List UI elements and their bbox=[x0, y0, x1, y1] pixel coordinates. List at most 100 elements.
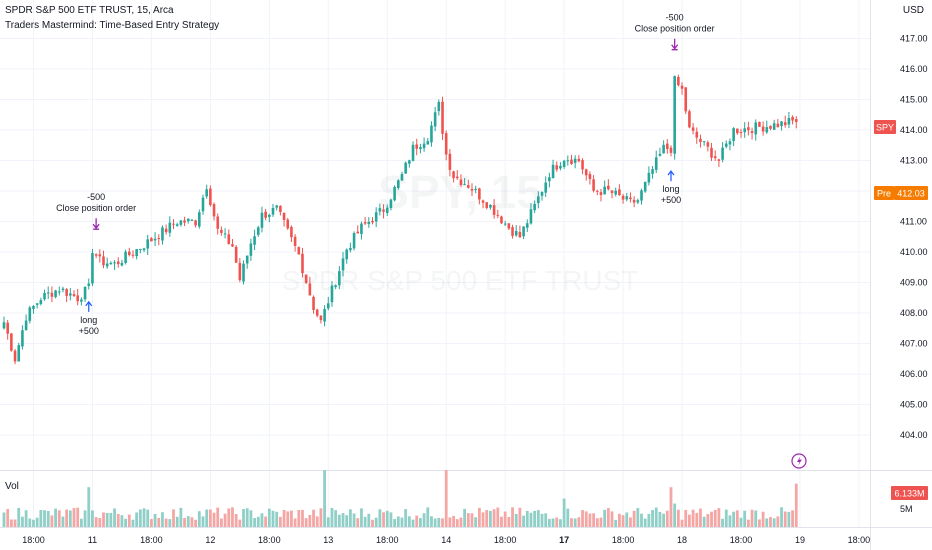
candle bbox=[356, 225, 360, 234]
volume-bar bbox=[312, 509, 315, 527]
candle bbox=[467, 179, 470, 189]
candle bbox=[139, 248, 142, 254]
candle-body bbox=[378, 208, 382, 212]
candle-body bbox=[717, 159, 721, 161]
candle-body bbox=[120, 262, 124, 266]
candle-body bbox=[87, 283, 91, 286]
candle-body bbox=[688, 111, 691, 128]
strategy-title[interactable]: Traders Mastermind: Time-Based Entry Str… bbox=[5, 20, 220, 31]
volume-bar bbox=[606, 507, 610, 527]
volume-bar bbox=[179, 507, 183, 527]
candle bbox=[540, 191, 544, 201]
volume-bar bbox=[109, 512, 113, 527]
time-axis[interactable]: 18:00 11 18:00 12 18:00 13 18:00 14 18:00 17 18:00… bbox=[22, 535, 870, 545]
volume-bar bbox=[632, 510, 636, 527]
candle bbox=[150, 237, 153, 242]
candle bbox=[231, 239, 234, 248]
candle bbox=[647, 166, 651, 186]
volume-bar bbox=[28, 518, 32, 527]
volume-bar bbox=[547, 518, 551, 527]
candle bbox=[61, 286, 65, 293]
volume-bar bbox=[735, 510, 739, 527]
candle bbox=[87, 278, 91, 290]
candle bbox=[614, 187, 618, 197]
candle bbox=[662, 140, 665, 154]
candle bbox=[135, 249, 138, 260]
candle bbox=[334, 284, 337, 290]
candle-body bbox=[249, 243, 253, 256]
volume-bar bbox=[256, 516, 260, 527]
volume-bar bbox=[131, 519, 135, 527]
candle-body bbox=[772, 123, 776, 130]
candle-body bbox=[109, 262, 113, 265]
candle-body bbox=[356, 231, 360, 234]
candle-body bbox=[794, 119, 798, 122]
volume-bar bbox=[654, 507, 658, 527]
entry-qty: +500 bbox=[79, 326, 99, 336]
candle-body bbox=[282, 212, 286, 220]
watermark: SPY, 15 SPDR S&P 500 ETF TRUST bbox=[282, 166, 639, 296]
volume-bar bbox=[419, 518, 422, 527]
volume-bar bbox=[374, 517, 378, 527]
candle-body bbox=[437, 101, 441, 112]
candle bbox=[282, 212, 286, 227]
candle bbox=[326, 296, 330, 311]
candle bbox=[161, 225, 164, 245]
candle-body bbox=[680, 85, 684, 89]
candle bbox=[529, 203, 533, 225]
candle bbox=[249, 238, 253, 261]
candle-body bbox=[691, 127, 695, 131]
candle bbox=[577, 155, 581, 163]
volume-bar bbox=[35, 517, 39, 527]
candle-body bbox=[323, 308, 326, 322]
volume-bar bbox=[724, 509, 728, 527]
price-tick-label: 417.00 bbox=[900, 34, 928, 44]
candle-body bbox=[17, 345, 21, 362]
candle bbox=[780, 121, 783, 131]
time-tick-label: 18:00 bbox=[730, 535, 753, 545]
last-price-label: SPY bbox=[876, 123, 894, 133]
candle-body bbox=[754, 122, 758, 135]
candle-body bbox=[577, 158, 581, 162]
volume-bar bbox=[220, 518, 223, 527]
volume-bar bbox=[562, 498, 566, 527]
candle bbox=[279, 205, 282, 216]
volume-bar bbox=[551, 518, 555, 527]
volume-bar bbox=[570, 518, 573, 527]
replay-bolt-button[interactable] bbox=[791, 453, 807, 469]
candle bbox=[584, 168, 588, 181]
candle bbox=[256, 225, 260, 237]
candle-body bbox=[43, 292, 46, 300]
candle bbox=[695, 127, 699, 144]
candle bbox=[573, 155, 577, 169]
price-axis[interactable]: 417.00416.00415.00414.00413.00412.00411.… bbox=[900, 34, 928, 441]
candle bbox=[721, 142, 724, 163]
candle-body bbox=[227, 234, 231, 244]
volume-bar bbox=[444, 470, 448, 527]
candle-body bbox=[776, 123, 780, 128]
candle-body bbox=[750, 131, 754, 133]
candle-body bbox=[360, 223, 363, 234]
symbol-title[interactable]: SPDR S&P 500 ETF TRUST, 15, Arca bbox=[5, 5, 174, 16]
candle-body bbox=[220, 229, 223, 233]
volume-bar bbox=[260, 513, 264, 527]
volume-bar bbox=[651, 509, 654, 527]
candle-body bbox=[765, 127, 769, 133]
candle-body bbox=[492, 205, 496, 215]
volume-bar bbox=[231, 507, 234, 527]
volume-bar bbox=[212, 512, 216, 527]
volume-pane-label[interactable]: Vol bbox=[5, 481, 19, 492]
candle-body bbox=[275, 205, 278, 208]
candle-body bbox=[559, 165, 562, 169]
candle-body bbox=[142, 248, 146, 251]
candle bbox=[389, 198, 393, 211]
volume-bar bbox=[32, 519, 35, 527]
candle-body bbox=[467, 185, 470, 188]
candle-body bbox=[245, 255, 249, 264]
volume-bar bbox=[780, 507, 783, 527]
candle bbox=[621, 193, 625, 204]
candle bbox=[592, 175, 595, 193]
candle-body bbox=[315, 309, 319, 316]
